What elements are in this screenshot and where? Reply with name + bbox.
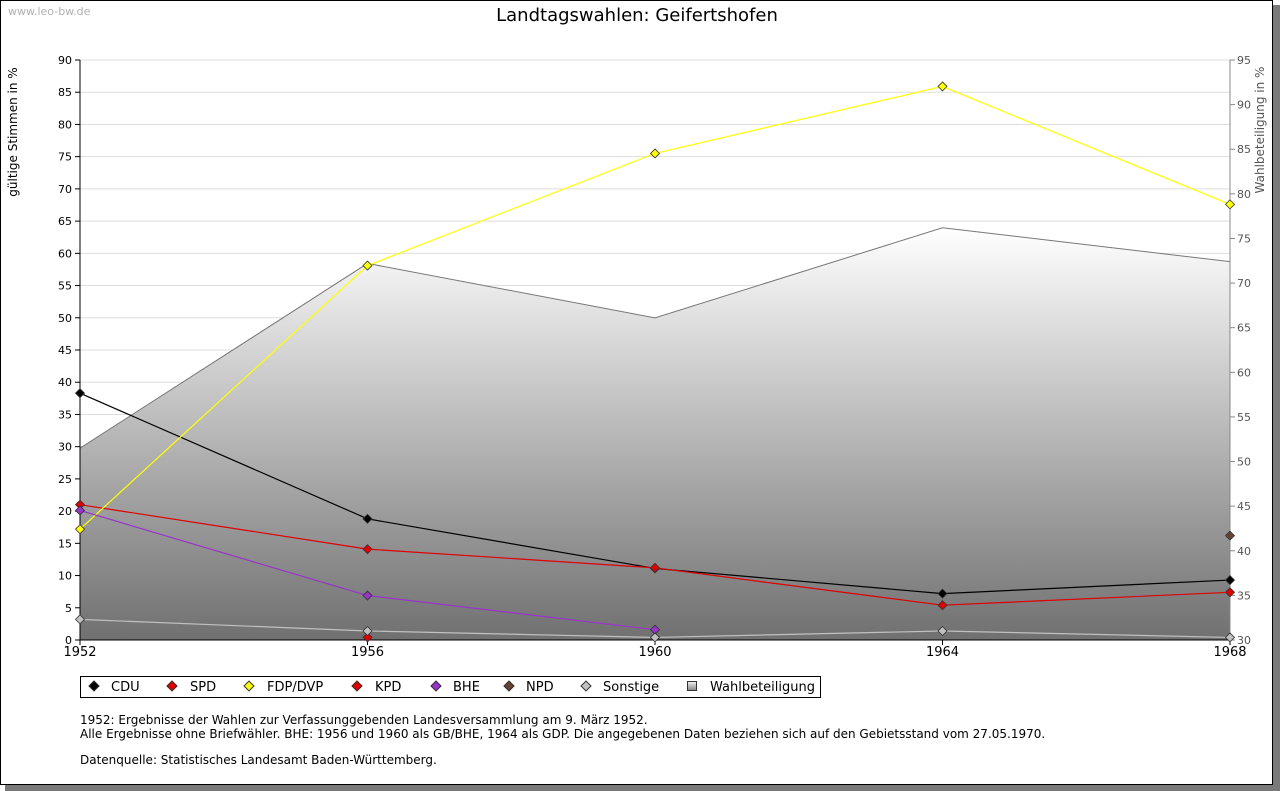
point-spd-1956 xyxy=(362,544,373,555)
y-tick-label-65: 65 xyxy=(58,215,72,228)
y-tick-label-5: 5 xyxy=(65,602,72,615)
y2-tick-label-35: 35 xyxy=(1237,589,1251,602)
y-tick-label-90: 90 xyxy=(58,54,72,67)
legend-marker-sonstige xyxy=(580,680,592,692)
legend-marker-bhe xyxy=(430,680,442,692)
point-fdp-dvp-1960 xyxy=(649,148,661,159)
frame-shadow-bottom xyxy=(5,785,1280,791)
point-npd-1968 xyxy=(1224,530,1236,541)
point-fdp-dvp-1952 xyxy=(74,524,86,535)
y2-axis-label: Wahlbeteiligung in % xyxy=(1253,67,1267,194)
y2-tick-label-75: 75 xyxy=(1237,232,1251,245)
y-tick-label-10: 10 xyxy=(58,570,72,583)
point-cdu-1956 xyxy=(362,513,373,524)
x-tick-label-1964: 1964 xyxy=(926,645,959,660)
y-tick-label-50: 50 xyxy=(58,312,72,325)
note-line-1: 1952: Ergebnisse der Wahlen zur Verfassu… xyxy=(80,713,648,727)
x-tick-label-1968: 1968 xyxy=(1213,645,1246,660)
turnout-line xyxy=(79,227,1231,449)
y-tick-label-15: 15 xyxy=(58,537,72,550)
legend-marker-cdu xyxy=(88,680,100,692)
frame-shadow-right xyxy=(1273,5,1280,791)
y2-tick-label-95: 95 xyxy=(1237,54,1251,67)
y-tick-label-45: 45 xyxy=(58,344,72,357)
point-cdu-1964 xyxy=(937,588,948,599)
legend: CDU SPD FDP/DVP KPD BHE NPD Sonstige Wah… xyxy=(80,676,821,698)
y-tick-label-30: 30 xyxy=(58,441,72,454)
legend-label-npd: NPD xyxy=(526,680,554,695)
y-tick-label-55: 55 xyxy=(58,280,72,293)
y-tick-label-0: 0 xyxy=(65,634,72,647)
legend-label-fdp: FDP/DVP xyxy=(267,680,324,695)
y-tick-label-25: 25 xyxy=(58,473,72,486)
legend-label-wahlbeteiligung: Wahlbeteiligung xyxy=(710,680,816,695)
point-cdu-1968 xyxy=(1224,575,1236,586)
legend-marker-fdp xyxy=(243,680,255,692)
turnout-area-fill xyxy=(80,227,1230,640)
watermark: www.leo-bw.de xyxy=(8,5,91,18)
point-sonstige-1960 xyxy=(649,632,661,643)
chart-title: Landtagswahlen: Geifertshofen xyxy=(496,5,778,26)
legend-label-bhe: BHE xyxy=(453,680,480,695)
legend-label-spd: SPD xyxy=(190,680,217,695)
point-cdu-1952 xyxy=(74,388,86,399)
y2-tick-label-55: 55 xyxy=(1237,411,1251,424)
legend-label-kpd: KPD xyxy=(375,680,402,695)
point-kpd-1956 xyxy=(362,632,373,643)
turnout-area xyxy=(79,227,1231,640)
y2-tick-label-50: 50 xyxy=(1237,456,1251,469)
y2-tick-label-30: 30 xyxy=(1237,634,1251,647)
y2-tick-label-40: 40 xyxy=(1237,545,1251,558)
y2-tick-label-60: 60 xyxy=(1237,366,1251,379)
y2-tick-label-45: 45 xyxy=(1237,500,1251,513)
point-fdp-dvp-1968 xyxy=(1224,199,1236,210)
legend-marker-wahlbeteiligung xyxy=(687,681,697,691)
legend-marker-npd xyxy=(503,680,515,692)
point-fdp-dvp-1964 xyxy=(937,81,948,92)
y-tick-label-70: 70 xyxy=(58,183,72,196)
source-note: Datenquelle: Statistisches Landesamt Bad… xyxy=(80,753,437,767)
y2-tick-label-90: 90 xyxy=(1237,99,1251,112)
point-sonstige-1952 xyxy=(74,614,86,625)
x-tick-label-1960: 1960 xyxy=(638,645,671,660)
y-tick-label-60: 60 xyxy=(58,247,72,260)
note-line-2: Alle Ergebnisse ohne Briefwähler. BHE: 1… xyxy=(80,727,1046,741)
series xyxy=(74,81,1236,643)
x-tick-label-1956: 1956 xyxy=(351,645,384,660)
legend-marker-spd xyxy=(166,680,178,692)
y-tick-label-85: 85 xyxy=(58,86,72,99)
y-tick-label-40: 40 xyxy=(58,376,72,389)
point-bhe-1956 xyxy=(362,590,373,601)
point-sonstige-1968 xyxy=(1224,632,1236,643)
y-tick-label-80: 80 xyxy=(58,118,72,131)
y-tick-label-75: 75 xyxy=(58,151,72,164)
point-sonstige-1956 xyxy=(362,625,373,637)
legend-label-cdu: CDU xyxy=(111,680,140,695)
y-tick-label-20: 20 xyxy=(58,505,72,518)
x-tick-label-1952: 1952 xyxy=(63,645,96,660)
y-axis-label: gültige Stimmen in % xyxy=(6,67,20,196)
point-spd-1960 xyxy=(649,562,661,573)
point-spd-1968 xyxy=(1224,587,1236,598)
y-tick-label-35: 35 xyxy=(58,408,72,421)
y2-tick-label-65: 65 xyxy=(1237,322,1251,335)
legend-marker-kpd xyxy=(351,680,363,692)
point-sonstige-1964 xyxy=(937,625,948,637)
point-fdp-dvp-1956 xyxy=(362,260,373,271)
y2-tick-label-85: 85 xyxy=(1237,143,1251,156)
y2-tick-label-80: 80 xyxy=(1237,188,1251,201)
legend-label-sonstige: Sonstige xyxy=(603,680,660,695)
point-bhe-1952 xyxy=(74,505,86,516)
point-spd-1964 xyxy=(937,600,948,611)
y2-tick-label-70: 70 xyxy=(1237,277,1251,290)
axes: 0 5 10 15 20 25 30 35 40 45 50 55 60 65 70 75 80 85 90 30 35… xyxy=(58,54,1251,660)
